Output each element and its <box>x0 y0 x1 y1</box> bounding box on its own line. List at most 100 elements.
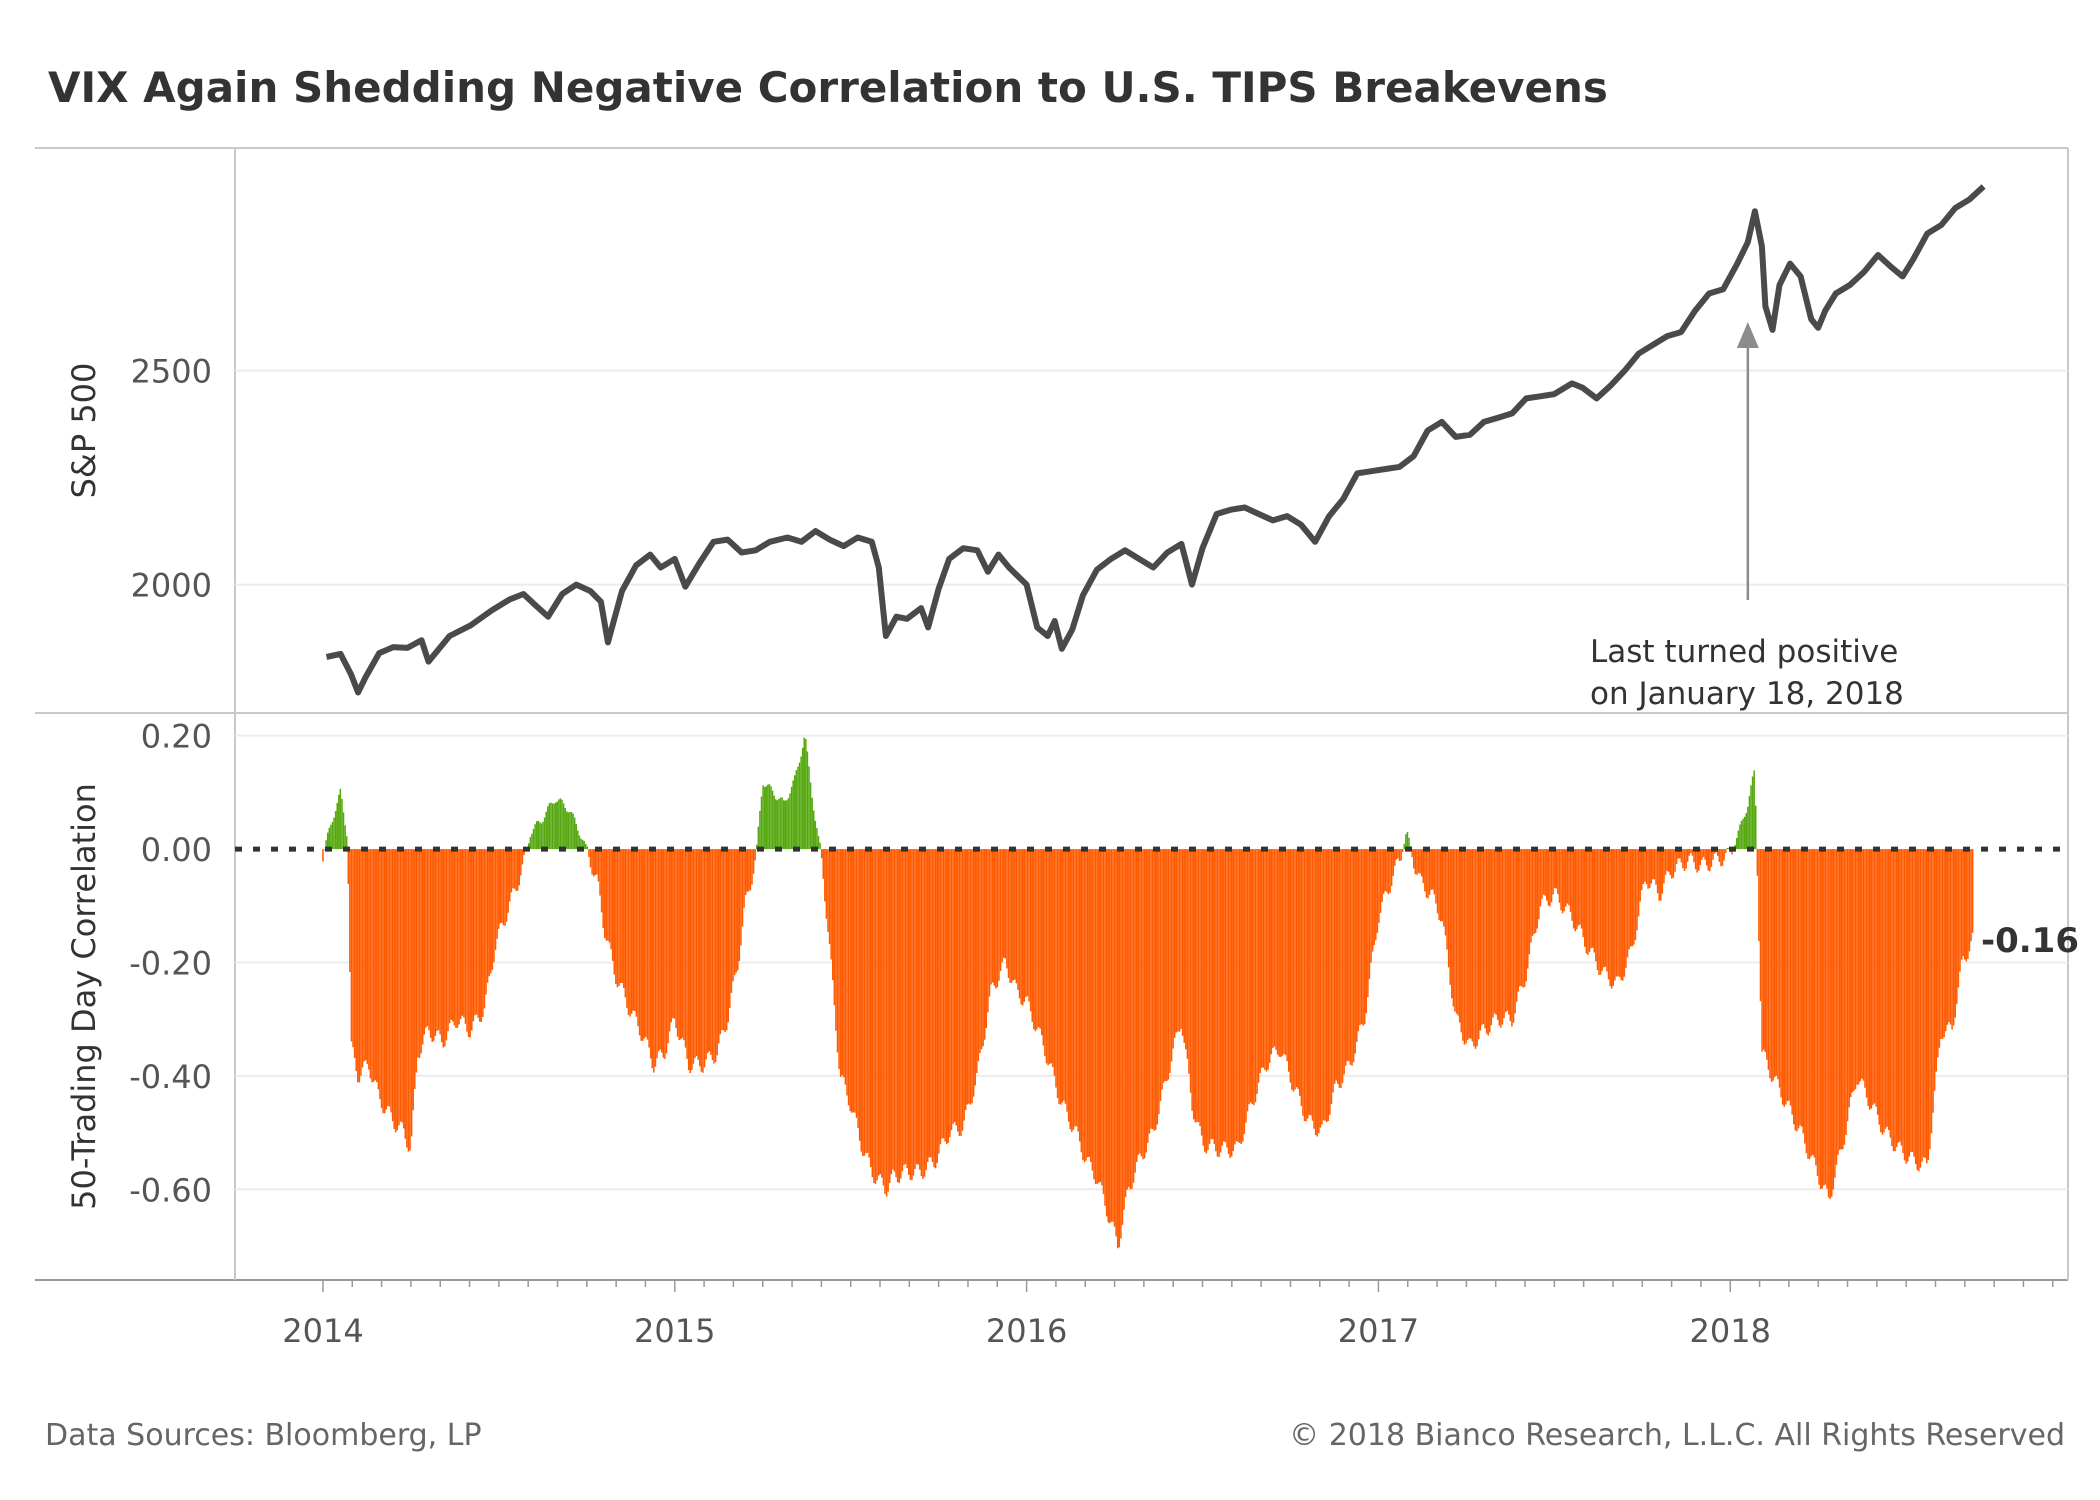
correlation-bar <box>776 800 779 850</box>
correlation-y-tick-label: -0.20 <box>129 944 212 982</box>
correlation-bar <box>945 849 948 1145</box>
correlation-bar <box>716 849 718 1056</box>
correlation-bar <box>928 849 931 1158</box>
correlation-bar <box>649 849 652 1059</box>
correlation-bar <box>1838 849 1841 1150</box>
correlation-bar <box>1280 849 1282 1058</box>
correlation-bar <box>1281 849 1284 1056</box>
correlation-bar <box>566 811 568 850</box>
correlation-bar <box>578 835 581 850</box>
correlation-bar <box>1824 849 1827 1185</box>
correlation-bar <box>1538 849 1540 920</box>
correlation-bar <box>936 849 938 1163</box>
correlation-bar <box>520 849 522 876</box>
correlation-bar <box>1712 849 1714 860</box>
correlation-bar <box>790 786 793 850</box>
correlation-bar <box>569 811 571 850</box>
correlation-bar <box>447 849 449 1032</box>
correlation-bar <box>890 849 893 1175</box>
correlation-bar <box>559 798 562 850</box>
correlation-bar <box>849 849 851 1112</box>
correlation-bar <box>1463 849 1466 1045</box>
correlation-y-tick-label: 0.20 <box>141 718 212 756</box>
correlation-bar <box>729 849 731 1008</box>
correlation-bar <box>781 797 783 850</box>
correlation-bar <box>1723 849 1725 861</box>
correlation-bar <box>1040 849 1043 1036</box>
correlation-bar <box>1017 849 1019 990</box>
correlation-bar <box>1246 849 1249 1112</box>
correlation-bar <box>939 849 942 1145</box>
correlation-bar <box>949 849 951 1138</box>
correlation-bar <box>904 849 907 1165</box>
correlation-bar <box>865 849 867 1154</box>
correlation-bar <box>482 849 484 1018</box>
correlation-bar <box>1202 849 1204 1146</box>
correlation-bar <box>1082 849 1084 1160</box>
correlation-y-axis-ticks: 0.20 0.00 -0.20 -0.40 -0.60 <box>129 718 212 1210</box>
correlation-bar <box>741 849 744 927</box>
correlation-bar <box>1660 849 1662 901</box>
correlation-bar <box>656 849 658 1059</box>
correlation-bar <box>1797 849 1800 1129</box>
panel-frames <box>35 147 2069 1281</box>
correlation-bar <box>1949 849 1952 1025</box>
correlation-bar <box>1177 849 1179 1032</box>
correlation-bar <box>528 843 530 850</box>
correlation-bar <box>1598 849 1600 975</box>
correlation-bar <box>1425 849 1428 898</box>
correlation-bar <box>502 849 505 926</box>
correlation-bar <box>539 822 541 850</box>
correlation-bar <box>1577 849 1580 926</box>
correlation-bar <box>1701 849 1703 860</box>
correlation-bar <box>721 849 723 1031</box>
correlation-bar <box>1951 849 1953 1030</box>
correlation-bar <box>1758 849 1760 942</box>
correlation-bar <box>1359 849 1361 1026</box>
correlation-bar <box>1935 849 1937 1072</box>
correlation-bar <box>380 849 383 1109</box>
correlation-bar <box>722 849 725 1031</box>
correlation-bar <box>1181 849 1184 1036</box>
correlation-bar <box>1264 849 1266 1070</box>
correlation-bar <box>862 849 864 1157</box>
correlation-bar <box>1704 849 1706 860</box>
correlation-bar <box>1496 849 1499 1020</box>
correlation-bar <box>611 849 614 961</box>
sp500-gridlines <box>235 369 2068 586</box>
correlation-bar <box>1458 849 1461 1023</box>
correlation-bar <box>1625 849 1627 968</box>
correlation-bar <box>328 827 331 850</box>
correlation-bar <box>1710 849 1713 867</box>
correlation-bar <box>1021 849 1024 1006</box>
correlation-bar <box>1622 849 1624 981</box>
correlation-bar <box>349 849 351 972</box>
correlation-bar <box>1802 849 1805 1134</box>
correlation-bar <box>452 849 454 1022</box>
correlation-bar <box>483 849 486 1009</box>
correlation-bar <box>1872 849 1874 1106</box>
correlation-bar <box>1048 849 1051 1064</box>
correlation-bar <box>653 849 655 1073</box>
correlation-bar <box>1188 849 1190 1074</box>
correlation-bar <box>1745 813 1748 850</box>
correlation-bar <box>1916 849 1918 1170</box>
correlation-bar <box>1655 849 1657 885</box>
correlation-bar <box>1344 849 1347 1066</box>
correlation-bar <box>664 849 666 1059</box>
correlation-bar <box>1002 849 1005 958</box>
correlation-bar <box>1887 849 1890 1131</box>
correlation-bar <box>1645 849 1648 885</box>
correlation-bar <box>1911 849 1914 1153</box>
correlation-bar <box>1783 849 1786 1107</box>
correlation-bar <box>708 849 711 1052</box>
correlation-bar <box>1604 849 1607 967</box>
sp500-y-axis-ticks: 2000 2500 <box>131 353 212 605</box>
correlation-bar <box>596 849 598 875</box>
correlation-bar <box>1251 849 1254 1104</box>
correlation-bar <box>1891 849 1893 1147</box>
correlation-bar <box>702 849 704 1073</box>
correlation-bar <box>387 849 389 1107</box>
correlation-bar <box>1615 849 1618 977</box>
correlation-bar <box>898 849 900 1183</box>
